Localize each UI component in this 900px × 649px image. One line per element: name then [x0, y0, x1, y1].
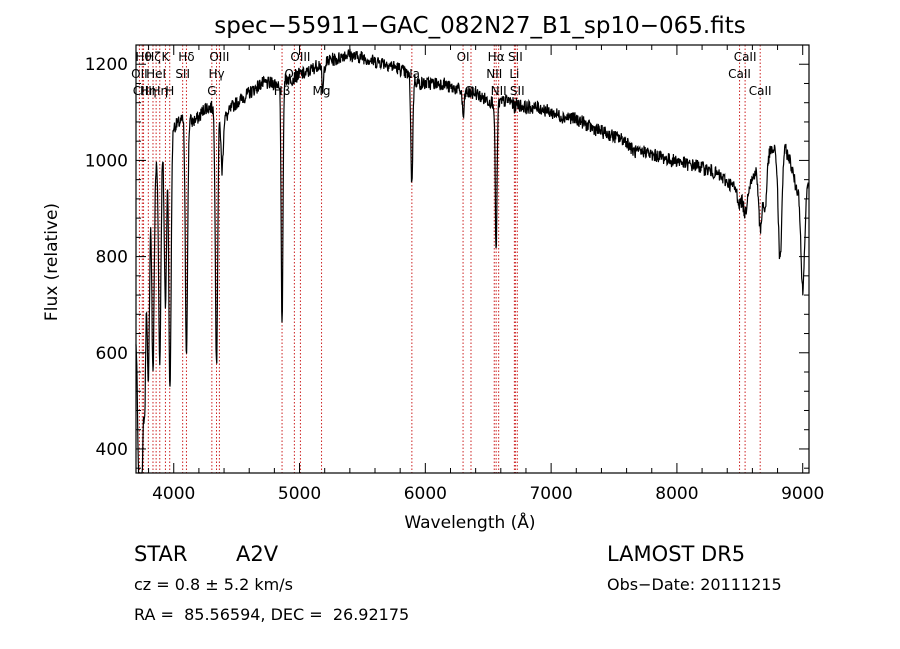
y-axis-label: Flux (relative): [42, 203, 62, 321]
line-label-12: Hγ: [208, 67, 224, 81]
line-label-23: NII: [491, 84, 507, 98]
line-label-16: OIII: [290, 50, 310, 64]
x-axis-ticks: 4000 5000 6000 7000 8000 9000: [148, 45, 824, 504]
y-axis-ticks: 400 600 800 1000 1200: [85, 44, 809, 469]
coordinates: RA = 85.56594, DEC = 26.92175: [134, 605, 410, 624]
y-tick-label-1000: 1000: [85, 151, 128, 171]
plot-frame: [135, 44, 810, 474]
line-label-0: OII: [131, 67, 148, 81]
x-axis-label: Wavelength (Å): [404, 511, 535, 533]
y-tick-label-400: 400: [96, 440, 128, 460]
line-label-13: OIII: [209, 50, 229, 64]
line-label-6: Hη: [151, 84, 168, 98]
line-label-8: H: [165, 84, 174, 98]
x-tick-label-5000: 5000: [278, 484, 321, 504]
line-label-27: CaII: [728, 67, 751, 81]
line-label-29: CaII: [749, 84, 772, 98]
chart-title: spec−55911−GAC_082N27_B1_sp10−065.fits: [214, 13, 745, 39]
line-label-9: SII: [175, 67, 190, 81]
line-label-5: HeI: [146, 67, 166, 81]
line-label-28: CaII: [734, 50, 757, 64]
line-label-17: Mg: [313, 84, 331, 98]
line-label-26: SII: [510, 84, 525, 98]
x-tick-label-4000: 4000: [152, 484, 195, 504]
x-tick-label-7000: 7000: [529, 484, 572, 504]
redshift-velocity: cz = 0.8 ± 5.2 km/s: [134, 575, 293, 594]
line-label-21: NII: [486, 67, 502, 81]
spectrum-line: [135, 48, 810, 474]
x-tick-label-8000: 8000: [655, 484, 698, 504]
line-label-1: CIII: [133, 84, 152, 98]
y-tick-label-1200: 1200: [85, 55, 128, 75]
line-label-7: K: [161, 50, 170, 64]
spectral-line-labels: OIICIIIHθHηHζHeIHηKHSIIHδGHγOIIIHβOIIIOI…: [131, 50, 771, 98]
x-tick-label-6000: 6000: [404, 484, 447, 504]
survey-name: LAMOST DR5: [607, 542, 746, 566]
spectral-line-markers: [138, 45, 761, 473]
line-label-11: G: [207, 84, 216, 98]
y-tick-label-600: 600: [96, 344, 128, 364]
observation-date: Obs−Date: 20111215: [607, 575, 782, 594]
line-label-24: Li: [509, 67, 519, 81]
line-label-3: Hη: [140, 84, 157, 98]
line-label-19: OI: [457, 50, 470, 64]
y-tick-label-800: 800: [96, 248, 128, 268]
line-label-4: Hζ: [145, 50, 161, 64]
line-label-22: Hα: [488, 50, 505, 64]
object-class: STAR: [134, 542, 188, 566]
line-label-25: SII: [508, 50, 523, 64]
spectral-subclass: A2V: [236, 542, 279, 566]
x-tick-label-9000: 9000: [781, 484, 824, 504]
line-label-2: Hθ: [135, 50, 151, 64]
line-label-10: Hδ: [178, 50, 194, 64]
